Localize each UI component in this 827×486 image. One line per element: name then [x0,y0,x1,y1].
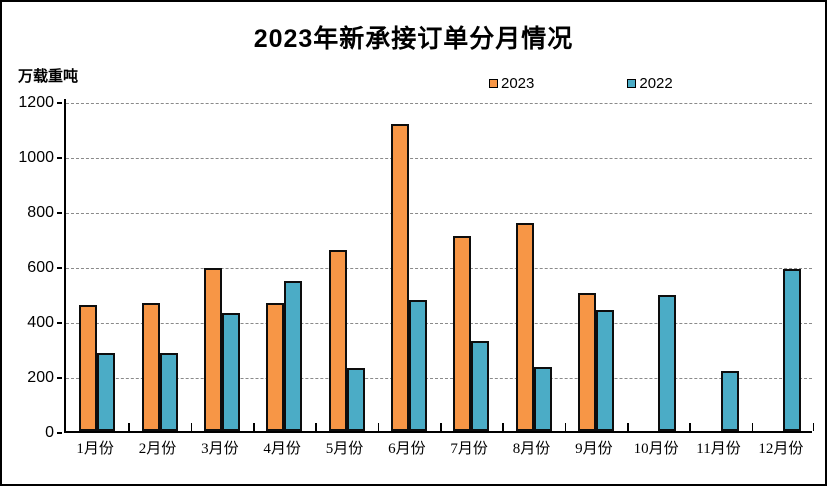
x-axis-tick [751,423,754,431]
gridline-800 [66,213,812,214]
bar-2022-2月份 [159,353,178,431]
x-axis-label-3月份: 3月份 [201,441,239,457]
x-axis-tick [377,423,380,431]
bar-2022-3月份 [221,313,240,431]
y-axis-tick-label: 1000 [18,149,54,166]
legend-label-2022: 2022 [639,75,673,92]
x-axis-label-7月份: 7月份 [450,441,488,457]
bar-2022-4月份 [284,281,303,431]
bar-2022-6月份 [408,300,427,431]
x-axis-label-5月份: 5月份 [325,441,364,457]
x-axis-label-10月份: 10月份 [633,441,679,457]
y-axis-tick-label: 0 [45,424,54,441]
bar-2022-7月份 [471,341,490,431]
bar-2022-11月份 [720,370,739,431]
gridline-600 [66,268,812,269]
bar-2023-1月份 [79,304,98,431]
y-axis-line-cap [64,99,66,103]
gridline-200 [66,378,812,379]
x-axis-label-12月份: 12月份 [758,441,804,457]
y-axis-tick [57,377,62,379]
y-axis-tick [57,157,62,159]
gridline-1000 [66,158,812,159]
chart-title: 2023年新承接订单分月情况 [253,25,574,53]
bar-2023-7月份 [453,236,472,431]
legend-swatch-2022 [627,79,637,88]
bar-2022-8月份 [533,366,552,431]
x-axis-tick [128,423,130,431]
x-axis-label-4月份: 4月份 [263,441,301,457]
x-axis-label-8月份: 8月份 [512,441,551,457]
y-axis-tick-label: 800 [27,204,54,221]
bar-2023-3月份 [203,268,222,431]
x-axis-tick [440,423,442,431]
x-axis-label-11月份: 11月份 [696,441,741,457]
y-axis-tick [57,432,62,434]
legend: 2023 2022 [489,76,673,91]
x-axis-tick [689,423,691,431]
x-axis-tick [190,423,193,431]
gridline-1200 [66,103,812,104]
bar-2022-1月份 [97,353,116,431]
y-axis-tick [57,322,62,324]
bar-2023-4月份 [266,302,285,431]
x-axis-tick [812,423,814,431]
plot-area [64,99,814,433]
x-axis-tick [253,423,255,431]
y-axis-unit-label: 万载重吨 [18,68,79,85]
y-axis-tick-label: 600 [27,259,54,276]
x-axis-label-6月份: 6月份 [388,441,426,457]
x-axis-tick [564,423,567,431]
legend-item-2022: 2022 [627,75,673,92]
y-axis-tick [57,102,62,104]
y-axis-tick-label: 200 [27,369,54,386]
x-axis-label-1月份: 1月份 [76,441,114,457]
x-axis-label-9月份: 9月份 [575,441,613,457]
x-axis-tick [315,423,317,431]
bar-2023-8月份 [515,223,534,431]
y-axis-tick [57,212,62,214]
bar-2023-5月份 [328,249,347,431]
bar-2023-9月份 [577,293,596,431]
legend-swatch-2023 [489,79,498,88]
bar-2023-2月份 [141,303,160,431]
legend-item-2023: 2023 [489,76,534,91]
x-axis-label-2月份: 2月份 [138,441,177,457]
y-axis-tick-label: 1200 [18,94,54,111]
y-axis-tick [57,267,62,269]
bar-2022-12月份 [782,268,801,431]
bar-2023-6月份 [390,123,409,431]
legend-label-2023: 2023 [501,75,535,92]
x-axis-tick [627,423,629,431]
y-axis-tick-label: 400 [27,314,54,331]
x-axis-tick [502,423,504,431]
gridline-400 [66,323,812,324]
bar-2022-10月份 [658,295,677,431]
bar-2022-5月份 [346,368,365,431]
bar-2022-9月份 [595,310,614,431]
